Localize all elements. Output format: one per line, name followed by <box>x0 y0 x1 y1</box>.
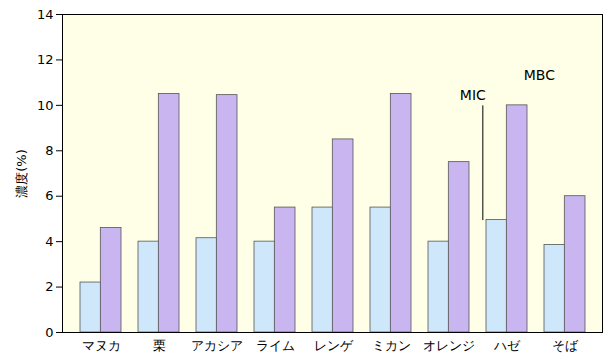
svg-text:10: 10 <box>37 98 54 113</box>
svg-text:ハゼ: ハゼ <box>493 338 521 353</box>
svg-text:ミカン: ミカン <box>372 338 411 353</box>
svg-text:2: 2 <box>45 279 53 294</box>
svg-text:14: 14 <box>37 7 54 22</box>
svg-text:そば: そば <box>552 338 579 353</box>
svg-text:オレンジ: オレンジ <box>423 338 475 353</box>
svg-text:0: 0 <box>45 325 53 340</box>
svg-text:6: 6 <box>45 188 53 203</box>
svg-text:栗: 栗 <box>153 338 166 353</box>
svg-text:アカシア: アカシア <box>191 338 243 353</box>
svg-text:ライム: ライム <box>256 338 295 353</box>
svg-text:MIC: MIC <box>460 87 486 103</box>
svg-text:レンゲ: レンゲ <box>314 338 354 353</box>
svg-text:12: 12 <box>37 52 54 67</box>
svg-text:濃度(%): 濃度(%) <box>14 149 29 198</box>
svg-text:4: 4 <box>45 234 53 249</box>
svg-text:MBC: MBC <box>524 67 555 83</box>
svg-text:8: 8 <box>45 143 53 158</box>
svg-text:マヌカ: マヌカ <box>82 338 121 353</box>
